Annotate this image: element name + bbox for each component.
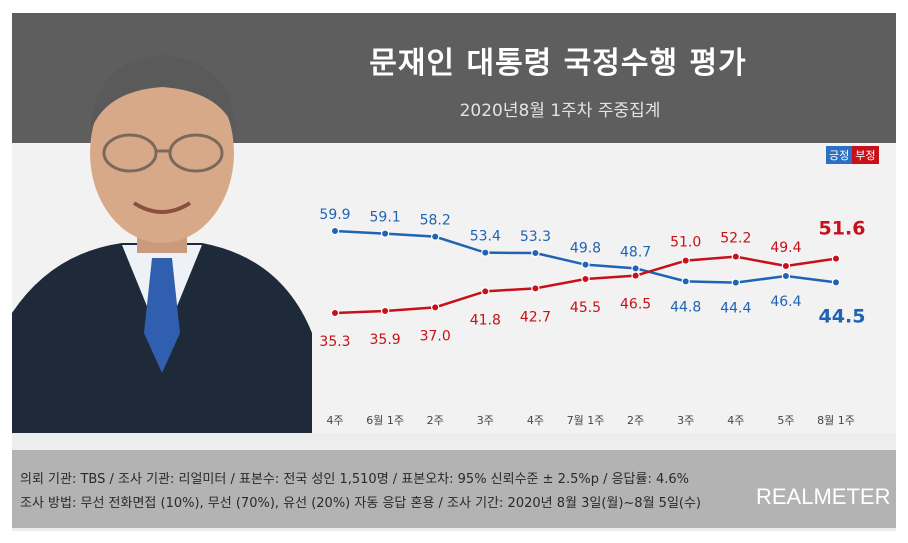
positive-point xyxy=(531,248,540,258)
positive-point xyxy=(380,229,390,238)
legend: 긍정 부정 xyxy=(826,146,879,164)
positive-data-label: 59.9 xyxy=(319,207,350,223)
negative-data-label: 49.4 xyxy=(770,240,801,256)
negative-data-label: 51.0 xyxy=(670,235,701,251)
x-tick-label: 7월 1주 xyxy=(567,414,605,427)
negative-point xyxy=(431,303,440,312)
negative-point xyxy=(731,252,741,261)
positive-data-label: 49.8 xyxy=(570,241,601,257)
positive-point xyxy=(631,264,640,273)
positive-point xyxy=(481,248,490,257)
positive-data-label: 44.8 xyxy=(670,299,701,315)
negative-point xyxy=(330,308,340,318)
negative-data-label: 46.5 xyxy=(620,297,651,313)
x-tick-label: 3주 xyxy=(677,414,694,427)
negative-point xyxy=(380,306,390,316)
positive-data-label: 46.4 xyxy=(770,294,801,310)
negative-point xyxy=(831,254,841,263)
negative-point xyxy=(681,256,690,265)
x-tick-label: 3주 xyxy=(477,414,494,427)
positive-data-label: 53.3 xyxy=(520,229,551,245)
survey-info-line: 의뢰 기관: TBS / 조사 기관: 리얼미터 / 표본수: 전국 성인 1,… xyxy=(20,472,690,487)
positive-data-label: 44.4 xyxy=(720,301,751,317)
x-tick-label: 2주 xyxy=(427,414,444,427)
positive-point xyxy=(581,260,590,269)
x-tick-label: 4주 xyxy=(727,414,744,427)
negative-data-label: 41.8 xyxy=(470,312,501,328)
positive-point xyxy=(330,226,340,236)
portrait-photo xyxy=(12,13,312,433)
negative-data-label: 45.5 xyxy=(570,300,601,316)
positive-data-label: 58.2 xyxy=(420,213,451,229)
negative-point xyxy=(581,274,590,284)
negative-data-label: 51.6 xyxy=(819,218,866,240)
negative-point xyxy=(631,271,640,280)
positive-data-label: 44.5 xyxy=(819,305,866,327)
negative-data-label: 35.3 xyxy=(319,334,350,350)
negative-data-label: 37.0 xyxy=(420,328,451,344)
positive-point xyxy=(681,277,690,286)
x-tick-label: 8월 1주 xyxy=(817,414,855,427)
positive-data-label: 53.4 xyxy=(470,229,501,245)
negative-data-label: 42.7 xyxy=(520,309,551,325)
x-tick-label: 4주 xyxy=(326,414,343,427)
negative-data-label: 52.2 xyxy=(720,231,751,247)
chart-subtitle: 2020년8월 1주차 주중집계 xyxy=(459,101,661,121)
positive-point xyxy=(431,232,440,241)
x-tick-label: 2주 xyxy=(627,414,644,427)
x-tick-label: 4주 xyxy=(527,414,544,427)
positive-point xyxy=(831,278,841,287)
x-tick-label: 6월 1주 xyxy=(366,414,404,427)
negative-point xyxy=(531,284,540,293)
negative-data-label: 35.9 xyxy=(370,332,401,348)
legend-positive: 긍정 xyxy=(826,146,853,164)
positive-point xyxy=(781,271,791,281)
footer-bar xyxy=(12,450,896,528)
positive-data-label: 59.1 xyxy=(370,210,401,226)
positive-data-label: 48.7 xyxy=(620,244,651,260)
positive-point xyxy=(731,278,741,287)
negative-point xyxy=(481,287,490,296)
legend-negative: 부정 xyxy=(852,146,879,164)
x-tick-label: 5주 xyxy=(777,414,794,427)
brand-logo: REALMETER xyxy=(756,484,891,509)
negative-point xyxy=(781,261,791,271)
survey-method-line: 조사 방법: 무선 전화면접 (10%), 무선 (70%), 유선 (20%)… xyxy=(20,496,702,511)
chart-title: 문재인 대통령 국정수행 평가 xyxy=(369,46,747,81)
